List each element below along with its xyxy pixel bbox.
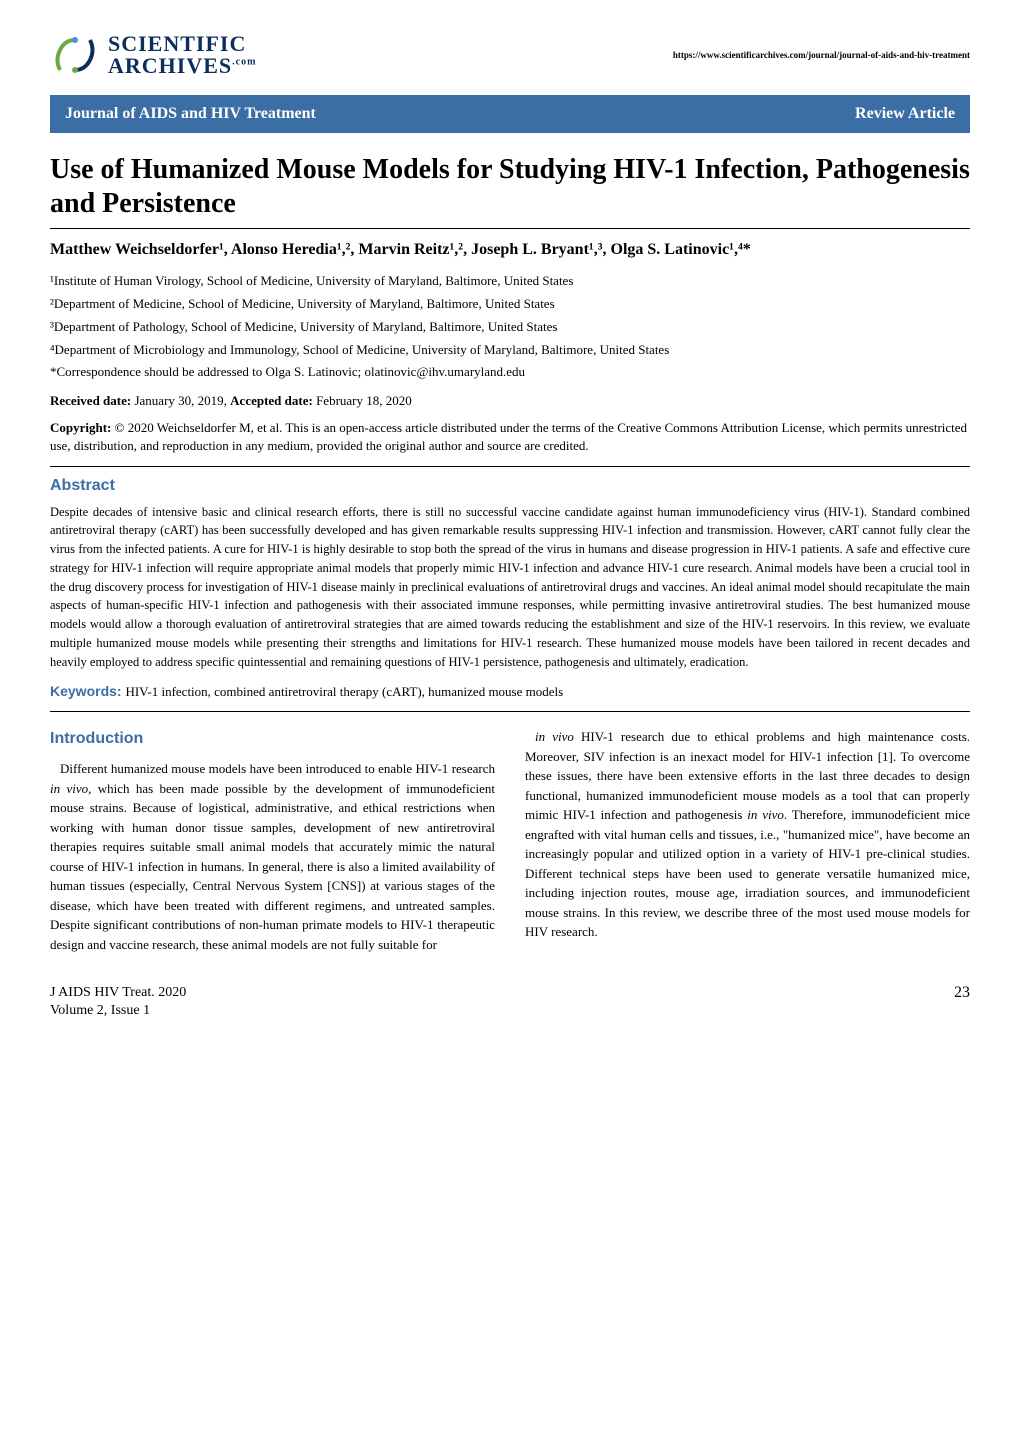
- intro-col-left: Introduction Different humanized mouse m…: [50, 727, 495, 954]
- received-label: Received date:: [50, 393, 131, 408]
- page-header: SCIENTIFIC ARCHIVES.com https://www.scie…: [50, 30, 970, 80]
- accepted-label: Accepted date:: [230, 393, 313, 408]
- keywords-label: Keywords:: [50, 683, 125, 699]
- page-footer: J AIDS HIV Treat. 2020 Volume 2, Issue 1…: [50, 984, 970, 1020]
- logo-text-line1: SCIENTIFIC: [108, 33, 256, 55]
- divider-1: [50, 466, 970, 467]
- copyright: Copyright: © 2020 Weichseldorfer M, et a…: [50, 419, 970, 455]
- affiliation-1: ¹Institute of Human Virology, School of …: [50, 271, 970, 292]
- copyright-text: © 2020 Weichseldorfer M, et al. This is …: [50, 420, 967, 453]
- accepted-value: February 18, 2020: [313, 393, 412, 408]
- logo-text: SCIENTIFIC ARCHIVES.com: [108, 33, 256, 77]
- logo-text-line2: ARCHIVES.com: [108, 55, 256, 77]
- received-value: January 30, 2019,: [131, 393, 230, 408]
- article-type: Review Article: [855, 105, 955, 123]
- intro-text-left: Different humanized mouse models have be…: [50, 759, 495, 954]
- authors: Matthew Weichseldorfer¹, Alonso Heredia¹…: [50, 241, 970, 259]
- keywords-line: Keywords: HIV-1 infection, combined anti…: [50, 683, 970, 701]
- affiliation-3: ³Department of Pathology, School of Medi…: [50, 317, 970, 338]
- logo-icon: [50, 30, 100, 80]
- intro-col-right: in vivo HIV-1 research due to ethical pr…: [525, 727, 970, 954]
- introduction-heading: Introduction: [50, 727, 495, 751]
- page-number: 23: [954, 984, 970, 1020]
- journal-abbrev: J AIDS HIV Treat. 2020: [50, 984, 186, 1002]
- journal-name: Journal of AIDS and HIV Treatment: [65, 105, 316, 123]
- article-title: Use of Humanized Mouse Models for Studyi…: [50, 153, 970, 220]
- affiliations: ¹Institute of Human Virology, School of …: [50, 271, 970, 383]
- abstract-text: Despite decades of intensive basic and c…: [50, 503, 970, 672]
- divider-2: [50, 711, 970, 712]
- intro-text-right: in vivo HIV-1 research due to ethical pr…: [525, 727, 970, 942]
- volume-issue: Volume 2, Issue 1: [50, 1002, 186, 1020]
- affiliation-2: ²Department of Medicine, School of Medic…: [50, 294, 970, 315]
- title-divider: [50, 228, 970, 229]
- introduction-section: Introduction Different humanized mouse m…: [50, 727, 970, 954]
- journal-url: https://www.scientificarchives.com/journ…: [673, 50, 970, 60]
- keywords-text: HIV-1 infection, combined antiretroviral…: [125, 684, 563, 699]
- footer-left: J AIDS HIV Treat. 2020 Volume 2, Issue 1: [50, 984, 186, 1020]
- correspondence: *Correspondence should be addressed to O…: [50, 362, 970, 383]
- journal-bar: Journal of AIDS and HIV Treatment Review…: [50, 95, 970, 133]
- copyright-label: Copyright:: [50, 420, 111, 435]
- dates: Received date: January 30, 2019, Accepte…: [50, 393, 970, 409]
- logo: SCIENTIFIC ARCHIVES.com: [50, 30, 256, 80]
- abstract-heading: Abstract: [50, 477, 970, 495]
- affiliation-4: ⁴Department of Microbiology and Immunolo…: [50, 340, 970, 361]
